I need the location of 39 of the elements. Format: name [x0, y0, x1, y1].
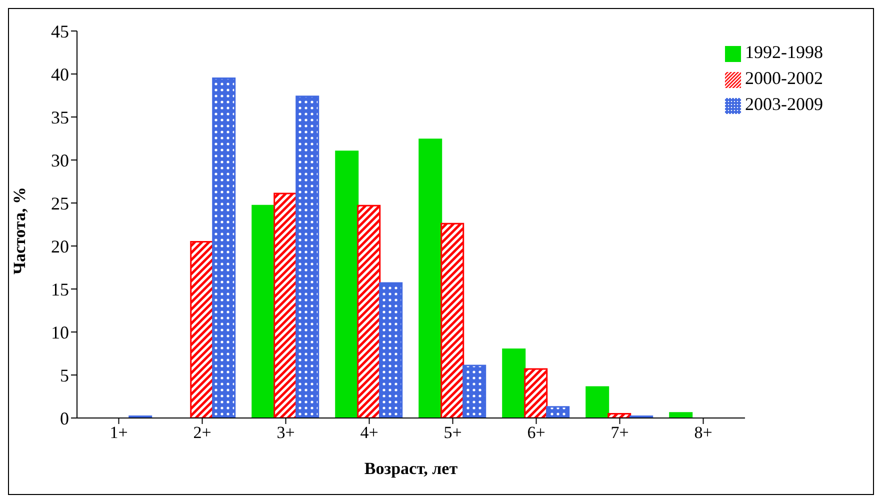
y-tick-label: 40: [51, 64, 69, 84]
y-tick-label: 15: [51, 279, 69, 300]
x-tick-label: 6+: [527, 423, 546, 442]
x-tick-label: 5+: [444, 423, 462, 442]
bar: [462, 364, 486, 418]
y-tick-label: 5: [60, 365, 69, 386]
legend-label: 1992-1998: [745, 42, 823, 62]
bar: [357, 204, 381, 418]
bar: [252, 204, 276, 418]
y-tick-label: 20: [51, 236, 69, 256]
legend-label: 2000-2002: [745, 68, 823, 88]
x-axis-title: Возраст, лет: [364, 459, 458, 478]
bar: [212, 78, 236, 418]
bar: [379, 282, 403, 418]
y-tick-label: 45: [51, 21, 69, 42]
bar: [440, 222, 464, 418]
y-tick-label: 35: [51, 107, 69, 128]
bar: [669, 412, 693, 418]
legend-label: 2003-2009: [745, 94, 823, 114]
x-tick-label: 1+: [110, 423, 128, 442]
bar: [190, 240, 214, 418]
bar: [546, 406, 570, 418]
bar: [418, 138, 442, 418]
x-tick-label: 3+: [276, 423, 295, 442]
bar: [586, 386, 610, 418]
x-tick-label: 8+: [694, 423, 712, 442]
bar: [335, 150, 359, 418]
bar: [296, 96, 320, 418]
y-tick-label: 25: [51, 193, 69, 214]
bar: [274, 192, 298, 418]
x-tick-label: 4+: [360, 423, 378, 442]
y-tick-label: 0: [60, 408, 69, 428]
y-tick-label: 10: [51, 322, 69, 342]
bar: [502, 348, 526, 418]
x-tick-label: 2+: [193, 423, 212, 442]
bar: [524, 368, 548, 418]
x-tick-label: 7+: [610, 423, 629, 442]
y-tick-label: 30: [51, 150, 69, 170]
y-axis-title: Частота, %: [10, 187, 30, 274]
